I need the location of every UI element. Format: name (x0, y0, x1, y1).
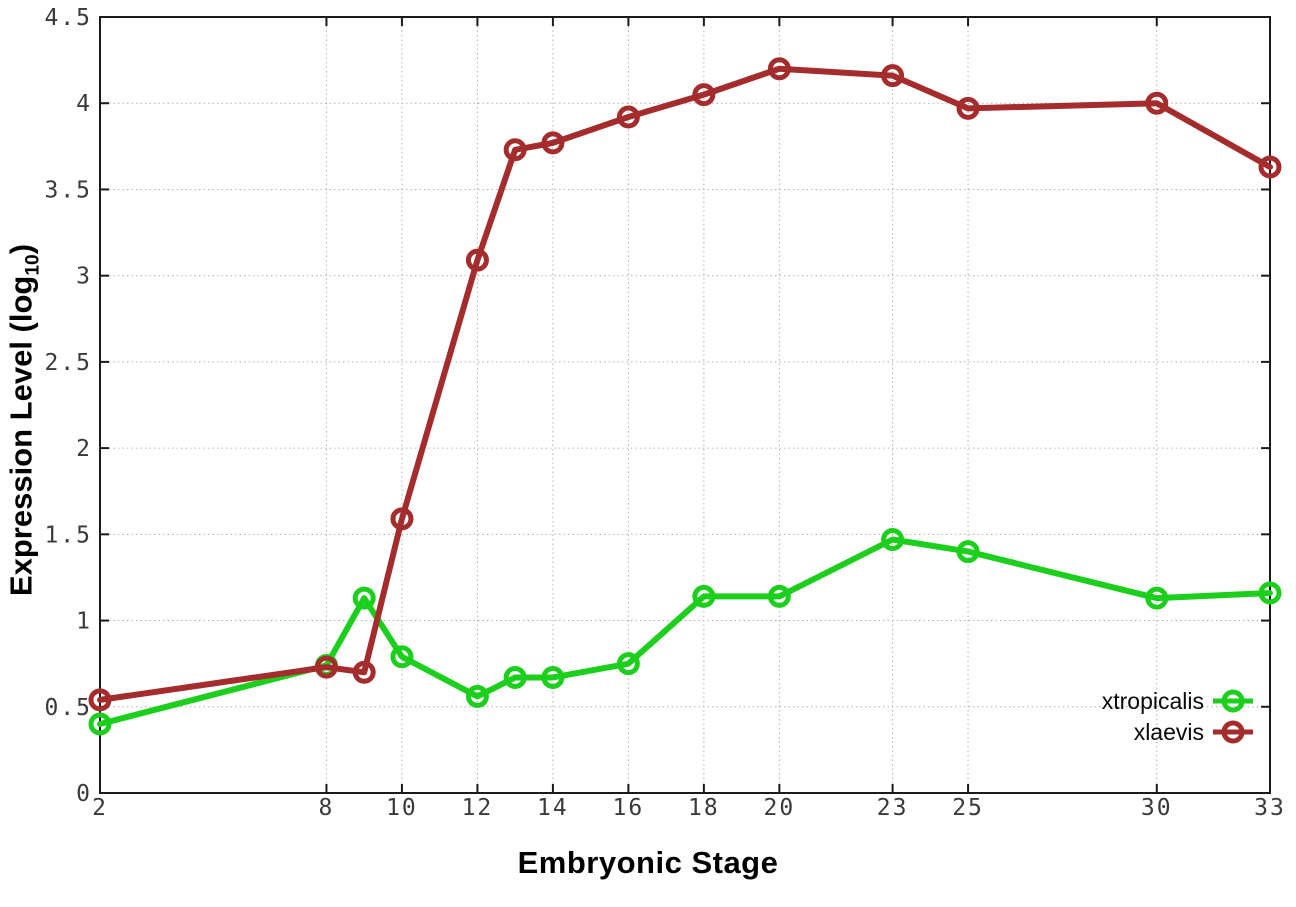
y-tick-label: 2 (76, 436, 92, 462)
plot-border (99, 16, 1271, 794)
y-tick-label: 1 (76, 609, 92, 635)
data-point-xtropicalis (352, 586, 376, 610)
data-point-xtropicalis (390, 645, 414, 669)
y-tick-label: 2.5 (44, 350, 92, 376)
legend-entry-xtropicalis: xtropicalis (1102, 686, 1253, 716)
data-point-xlaevis (503, 138, 527, 162)
data-point-xlaevis (881, 64, 905, 88)
data-point-xlaevis (1258, 155, 1282, 179)
x-tick-label: 14 (537, 795, 569, 821)
data-point-xlaevis (692, 83, 716, 107)
y-axis-title-subscript: 10 (22, 254, 44, 276)
y-axis-title-suffix: ) (3, 243, 39, 255)
data-point-xtropicalis (1258, 581, 1282, 605)
legend-sample-xlaevis-icon (1213, 720, 1253, 744)
data-point-xtropicalis (1145, 586, 1169, 610)
data-point-xlaevis (88, 688, 112, 712)
data-point-xtropicalis (88, 712, 112, 736)
data-point-xlaevis (352, 660, 376, 684)
data-point-xtropicalis (956, 540, 980, 564)
x-tick-label: 2 (92, 795, 108, 821)
legend: xtropicalis xlaevis (1102, 686, 1253, 747)
y-tick-label: 1.5 (44, 522, 92, 548)
data-point-xlaevis (390, 507, 414, 531)
data-point-xlaevis (314, 655, 338, 679)
legend-sample-xtropicalis-icon (1213, 689, 1253, 713)
data-point-xtropicalis (541, 665, 565, 689)
x-tick-label: 16 (613, 795, 645, 821)
data-point-xtropicalis (503, 665, 527, 689)
x-tick-label: 18 (688, 795, 720, 821)
x-tick-label: 10 (386, 795, 418, 821)
data-point-xtropicalis (616, 652, 640, 676)
x-tick-label: 30 (1141, 795, 1173, 821)
y-tick-label: 3 (76, 264, 92, 290)
data-point-xtropicalis (881, 528, 905, 552)
x-tick-label: 12 (462, 795, 494, 821)
data-point-xtropicalis (767, 584, 791, 608)
y-tick-label: 0.5 (44, 695, 92, 721)
series-line-xtropicalis (97, 536, 1273, 728)
y-axis-title: Expression Level (log10) (3, 244, 44, 596)
x-tick-label: 20 (764, 795, 796, 821)
y-tick-label: 4 (76, 91, 92, 117)
y-axis-title-text: Expression Level (log (3, 275, 39, 597)
x-tick-label: 23 (877, 795, 909, 821)
legend-label-xtropicalis: xtropicalis (1101, 687, 1204, 714)
data-point-xlaevis (956, 96, 980, 120)
legend-label-xlaevis: xlaevis (1133, 718, 1204, 745)
data-point-xlaevis (767, 57, 791, 81)
data-point-xlaevis (541, 131, 565, 155)
x-tick-label: 8 (319, 795, 335, 821)
data-point-xtropicalis (692, 584, 716, 608)
x-tick-label: 25 (952, 795, 984, 821)
data-point-xlaevis (1145, 91, 1169, 115)
data-point-xtropicalis (465, 684, 489, 708)
x-tick-label: 33 (1254, 795, 1286, 821)
y-tick-label: 3.5 (44, 177, 92, 203)
data-point-xlaevis (465, 248, 489, 272)
y-tick-label: 0 (76, 781, 92, 807)
series-line-xlaevis (97, 65, 1273, 703)
y-tick-label: 4.5 (44, 5, 92, 31)
legend-entry-xlaevis: xlaevis (1102, 717, 1253, 747)
data-point-xlaevis (616, 105, 640, 129)
x-axis-title: Embryonic Stage (517, 845, 779, 880)
